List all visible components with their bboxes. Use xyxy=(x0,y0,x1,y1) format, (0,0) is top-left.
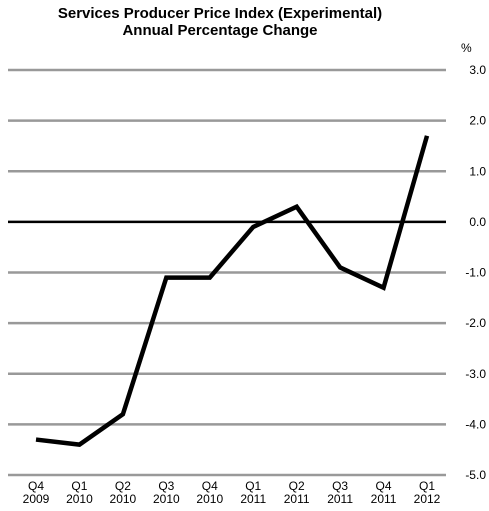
x-tick-label-quarter: Q3 xyxy=(158,479,174,493)
y-tick-label: 2.0 xyxy=(469,114,486,128)
chart-title: Services Producer Price Index (Experimen… xyxy=(0,5,440,39)
x-tick-label-year: 2010 xyxy=(66,492,93,506)
x-tick-label-year: 2010 xyxy=(110,492,137,506)
x-tick-label-quarter: Q3 xyxy=(332,479,348,493)
y-tick-label: 0.0 xyxy=(469,215,486,229)
y-tick-label: -5.0 xyxy=(465,468,486,482)
x-tick-label-quarter: Q1 xyxy=(419,479,435,493)
x-tick-label-quarter: Q2 xyxy=(289,479,305,493)
y-tick-label: 3.0 xyxy=(469,63,486,77)
y-tick-label: 1.0 xyxy=(469,164,486,178)
y-axis-unit-label: % xyxy=(461,41,472,55)
x-tick-label-year: 2011 xyxy=(240,492,266,506)
series-lines xyxy=(36,136,427,445)
x-tick-label-quarter: Q4 xyxy=(376,479,392,493)
y-tick-label: -1.0 xyxy=(465,266,486,280)
x-tick-label-quarter: Q4 xyxy=(28,479,44,493)
chart-title-line-1: Services Producer Price Index (Experimen… xyxy=(0,5,440,22)
gridlines xyxy=(8,70,446,475)
y-tick-label: -4.0 xyxy=(465,417,486,431)
x-tick-label-quarter: Q2 xyxy=(115,479,131,493)
x-tick-label-year: 2009 xyxy=(23,492,50,506)
x-tick-label-quarter: Q1 xyxy=(245,479,261,493)
x-tick-label-year: 2012 xyxy=(414,492,441,506)
x-tick-label-year: 2010 xyxy=(196,492,223,506)
x-axis-tick-labels: Q42009Q12010Q22010Q32010Q42010Q12011Q220… xyxy=(23,479,441,506)
x-tick-label-year: 2010 xyxy=(153,492,180,506)
x-tick-label-year: 2011 xyxy=(327,492,353,506)
series-line xyxy=(36,136,427,445)
x-tick-label-year: 2011 xyxy=(284,492,310,506)
y-tick-label: -2.0 xyxy=(465,316,486,330)
y-axis-tick-labels: 3.0 2.0 1.0 0.0 -1.0 -2.0 -3.0 -4.0 -5.0 xyxy=(465,63,486,482)
x-tick-label-year: 2011 xyxy=(371,492,397,506)
x-tick-label-quarter: Q1 xyxy=(71,479,87,493)
y-tick-label: -3.0 xyxy=(465,367,486,381)
chart-title-line-2: Annual Percentage Change xyxy=(0,22,440,39)
x-tick-label-quarter: Q4 xyxy=(202,479,218,493)
